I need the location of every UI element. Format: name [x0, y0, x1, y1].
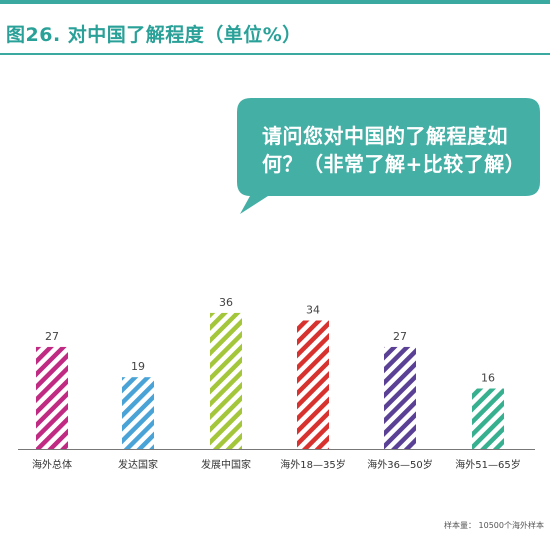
category-label-6: 海外51—65岁 — [455, 458, 520, 471]
data-label-2: 19 — [131, 360, 145, 373]
bar-2 — [122, 377, 154, 449]
bar-6 — [472, 388, 504, 449]
category-label-5: 海外36—50岁 — [367, 458, 432, 471]
bar-3 — [210, 312, 242, 449]
sample-size-note: 样本量： 10500个海外样本 — [444, 521, 544, 530]
chart-title: 图26. 对中国了解程度（单位%） — [6, 24, 302, 46]
data-label-3: 36 — [219, 296, 233, 309]
title-underline — [0, 53, 550, 55]
top-accent-bar — [0, 0, 550, 4]
category-label-1: 海外总体 — [32, 458, 72, 471]
category-label-4: 海外18—35岁 — [280, 458, 345, 471]
bar-4 — [297, 320, 329, 449]
category-label-3: 发展中国家 — [201, 458, 251, 471]
data-label-1: 27 — [45, 330, 59, 343]
category-label-2: 发达国家 — [118, 458, 158, 471]
speech-bubble-text: 请问您对中国的了解程度如何？（非常了解+比较了解） — [262, 124, 526, 176]
data-label-5: 27 — [393, 330, 407, 343]
bar-5 — [384, 346, 416, 449]
data-label-4: 34 — [306, 303, 320, 316]
speech-bubble-shape — [237, 98, 540, 214]
data-label-6: 16 — [481, 372, 495, 385]
bar-1 — [36, 346, 68, 449]
